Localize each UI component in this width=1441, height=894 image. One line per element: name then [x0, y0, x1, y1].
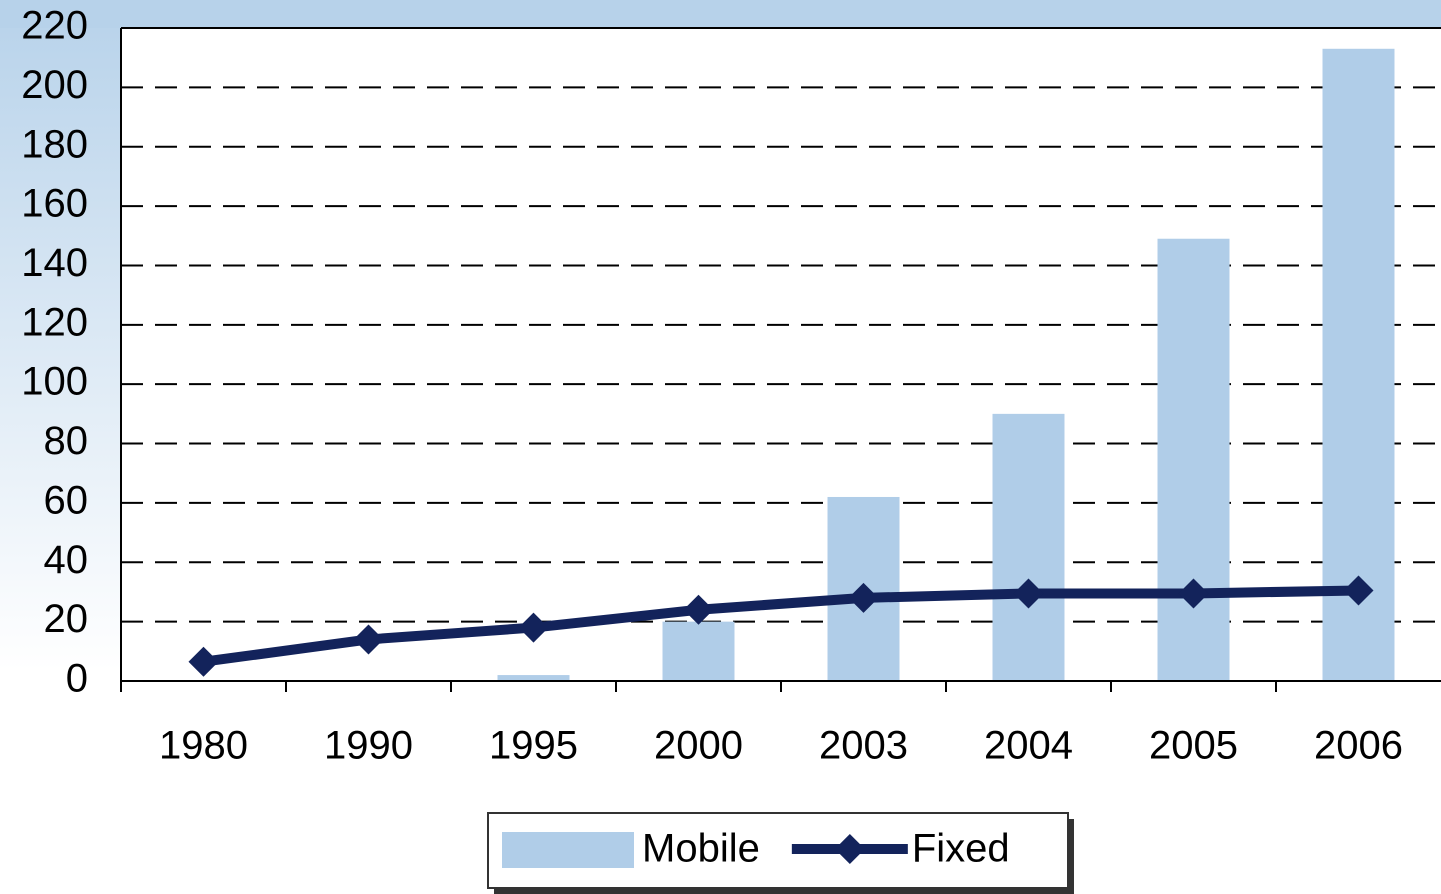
bar	[992, 413, 1065, 681]
legend-label: Fixed	[912, 827, 1010, 871]
x-tick-label: 2003	[819, 724, 908, 768]
marker	[1178, 578, 1209, 609]
y-tick-label: 80	[44, 419, 89, 463]
x-tick-label: 2004	[984, 724, 1073, 768]
legend-swatch	[502, 832, 634, 868]
y-tick-label: 140	[21, 241, 88, 285]
marker	[848, 582, 879, 613]
y-tick-label: 160	[21, 182, 88, 226]
marker	[683, 594, 714, 625]
marker	[353, 624, 384, 655]
line	[202, 585, 1359, 667]
bar	[662, 621, 735, 681]
plot-area	[121, 28, 1441, 681]
y-tick-label: 220	[21, 4, 88, 48]
y-tick-label: 180	[21, 122, 88, 166]
bar	[1157, 238, 1230, 681]
y-tick-label: 60	[44, 478, 89, 522]
marker	[1343, 575, 1374, 606]
marker	[518, 612, 549, 643]
top-band	[0, 0, 1441, 28]
y-tick-label: 120	[21, 300, 88, 344]
y-tick-label: 0	[66, 657, 88, 701]
marker	[1013, 578, 1044, 609]
y-tick-label: 200	[21, 63, 88, 107]
x-tick-label: 2006	[1314, 724, 1403, 768]
x-tick-label: 1995	[489, 724, 578, 768]
y-tick-label: 100	[21, 360, 88, 404]
y-tick-label: 20	[44, 597, 89, 641]
marker	[188, 646, 219, 677]
left-band	[0, 0, 121, 894]
x-tick-label: 1980	[159, 724, 248, 768]
bar	[497, 675, 570, 681]
x-tick-label: 2005	[1149, 724, 1238, 768]
y-tick-label: 40	[44, 538, 89, 582]
legend-marker	[834, 834, 865, 864]
x-tick-label: 1990	[324, 724, 413, 768]
legend: Mobile Fixed	[487, 812, 1074, 894]
x-tick-label: 2000	[654, 724, 743, 768]
legend-label: Mobile	[642, 827, 760, 871]
